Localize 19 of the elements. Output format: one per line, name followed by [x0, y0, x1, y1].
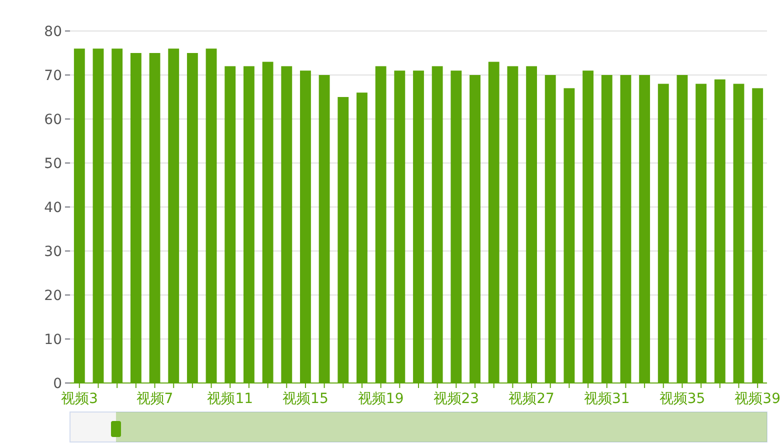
x-tick-label: 视频31 [584, 391, 630, 407]
y-tick-label: 70 [44, 68, 62, 84]
y-tick-label: 20 [44, 288, 62, 304]
y-tick-label: 0 [53, 376, 62, 392]
x-tick-label: 视频15 [282, 391, 328, 407]
y-tick-label: 50 [44, 156, 62, 172]
x-tick-label: 视频7 [136, 391, 174, 407]
y-tick-label: 30 [44, 244, 62, 260]
x-tick-label: 视频23 [433, 391, 480, 407]
x-tick-label: 视频11 [207, 391, 254, 407]
y-tick-label: 10 [44, 332, 62, 348]
y-tick-label: 80 [44, 24, 62, 40]
x-tick-label: 视频35 [659, 391, 706, 407]
x-tick-label: 视频27 [508, 391, 554, 407]
x-tick-label: 视频39 [734, 391, 780, 407]
y-tick-label: 40 [44, 200, 62, 216]
x-tick-label: 视频19 [358, 391, 404, 407]
y-tick-label: 60 [44, 112, 62, 128]
x-tick-label: 视频3 [60, 391, 98, 407]
